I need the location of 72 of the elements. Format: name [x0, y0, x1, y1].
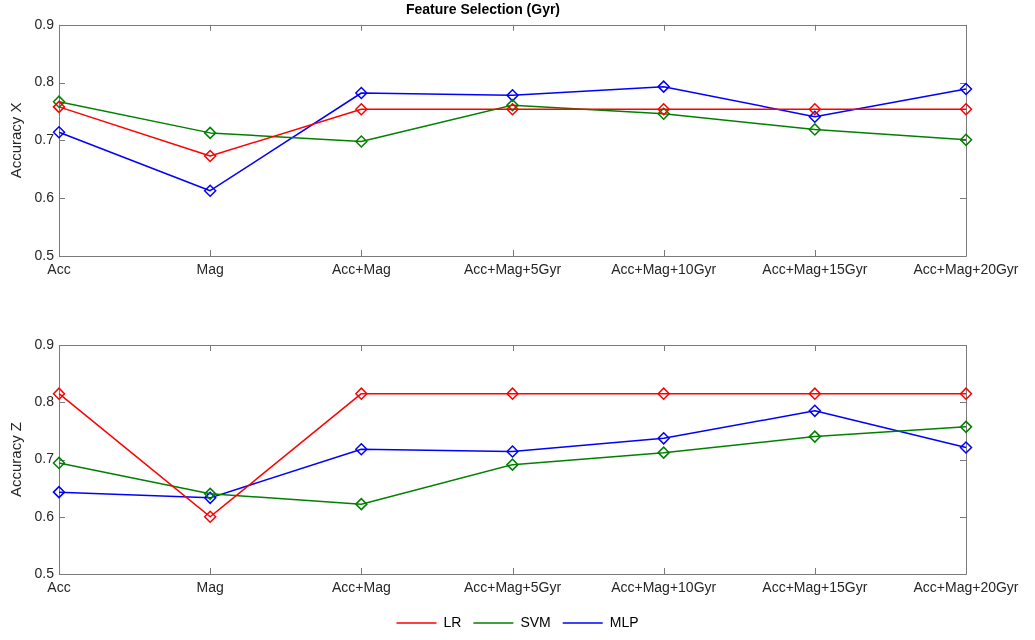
point: [203, 491, 217, 505]
point: [808, 110, 822, 123]
legend-label: MLP: [609, 613, 639, 630]
x-tick-label: Mag: [196, 579, 224, 596]
x-tick-label: Acc+Mag+20Gyr: [913, 261, 1019, 278]
point: [355, 86, 368, 100]
point: [959, 102, 973, 116]
point: [657, 446, 670, 459]
y-tick-label: 0.5: [34, 246, 55, 263]
x-tick-label: Acc+Mag+5Gyr: [463, 261, 562, 278]
x-tick-label: Mag: [196, 261, 224, 278]
point: [355, 387, 368, 400]
y-tick-label: 0.5: [34, 564, 55, 581]
point: [657, 387, 670, 400]
point: [506, 89, 519, 102]
point: [808, 102, 822, 116]
y-tick-label: 0.7: [34, 450, 55, 467]
point: [203, 184, 217, 197]
point: [808, 430, 822, 443]
point: [959, 82, 973, 96]
y-tick-label: 0.7: [34, 131, 55, 148]
point: [203, 149, 217, 163]
point: [959, 133, 973, 147]
point: [657, 107, 670, 121]
x-tick-label: Acc+Mag+5Gyr: [463, 579, 562, 596]
point: [506, 102, 519, 116]
legend-label: SVM: [520, 613, 551, 630]
x-tick-label: Acc+Mag+10Gyr: [611, 261, 717, 278]
point: [52, 387, 66, 400]
point: [506, 387, 519, 400]
point: [52, 485, 66, 499]
point: [657, 80, 670, 93]
point: [52, 456, 66, 470]
y-tick-label: 0.6: [34, 507, 55, 524]
point: [355, 442, 368, 456]
point: [203, 126, 217, 140]
point: [355, 135, 368, 148]
point: [657, 102, 670, 116]
point: [52, 100, 66, 114]
point: [959, 420, 973, 434]
x-tick-label: Acc+Mag+10Gyr: [611, 579, 717, 596]
y-axis-title: Accuracy X: [7, 102, 25, 179]
x-tick-label: Acc+Mag+15Gyr: [762, 579, 868, 596]
y-tick-label: 0.8: [34, 393, 55, 410]
x-tick-label: Acc+Mag: [331, 579, 391, 596]
y-tick-label: 0.8: [34, 73, 55, 90]
point: [52, 126, 66, 139]
x-tick-label: Acc: [47, 579, 71, 596]
point: [657, 432, 670, 445]
x-tick-label: Acc+Mag+20Gyr: [913, 579, 1019, 596]
point: [355, 102, 368, 116]
point: [959, 387, 973, 400]
point: [355, 497, 368, 511]
chart-title: Feature Selection (Gyr): [405, 1, 561, 18]
y-axis-title: Accuracy Z: [7, 421, 25, 498]
y-tick-label: 0.6: [34, 189, 55, 206]
x-tick-label: Acc+Mag: [331, 261, 391, 278]
point: [808, 404, 822, 418]
point: [808, 123, 822, 136]
point: [959, 441, 973, 454]
y-tick-label: 0.9: [34, 335, 55, 352]
point: [52, 95, 66, 108]
legend-label: LR: [443, 613, 462, 630]
x-tick-label: Acc+Mag+15Gyr: [762, 261, 868, 278]
point: [506, 98, 519, 112]
x-tick-label: Acc: [47, 261, 71, 278]
point: [203, 510, 217, 523]
point: [808, 387, 822, 400]
point: [506, 445, 519, 458]
y-tick-label: 0.9: [34, 15, 55, 32]
point: [506, 458, 519, 471]
point: [203, 487, 217, 501]
